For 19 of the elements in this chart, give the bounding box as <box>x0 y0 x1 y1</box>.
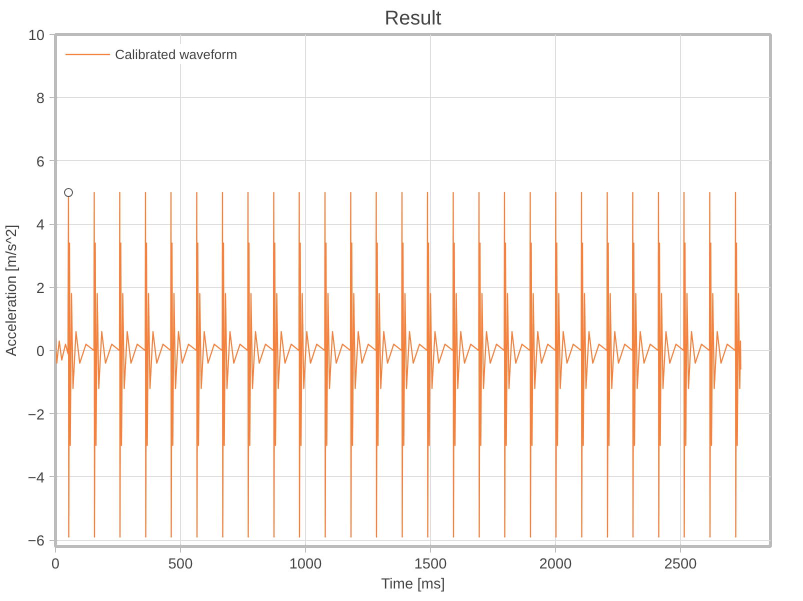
x-tick-label: 0 <box>51 556 60 572</box>
x-tick-label: 2500 <box>664 556 697 572</box>
y-tick-label: 6 <box>36 154 45 170</box>
x-tick-label: 1000 <box>289 556 322 572</box>
x-tick-label: 500 <box>168 556 193 572</box>
chart-title: Result <box>384 8 442 30</box>
legend-label: Calibrated waveform <box>115 46 238 62</box>
x-tick-label: 2000 <box>539 556 572 572</box>
y-tick-label: 10 <box>28 28 45 44</box>
x-tick-label: 1500 <box>414 556 447 572</box>
y-tick-label: −6 <box>28 534 45 550</box>
y-axis-title: Acceleration [m/s^2] <box>4 224 20 356</box>
y-tick-label: 8 <box>36 91 45 108</box>
y-tick-label: −4 <box>28 470 45 486</box>
y-tick-label: 2 <box>36 280 45 297</box>
y-tick-label: −2 <box>28 407 45 424</box>
x-axis-title: Time [ms] <box>381 576 445 592</box>
y-tick-label: 4 <box>36 218 45 234</box>
y-tick-label: 0 <box>36 344 45 360</box>
